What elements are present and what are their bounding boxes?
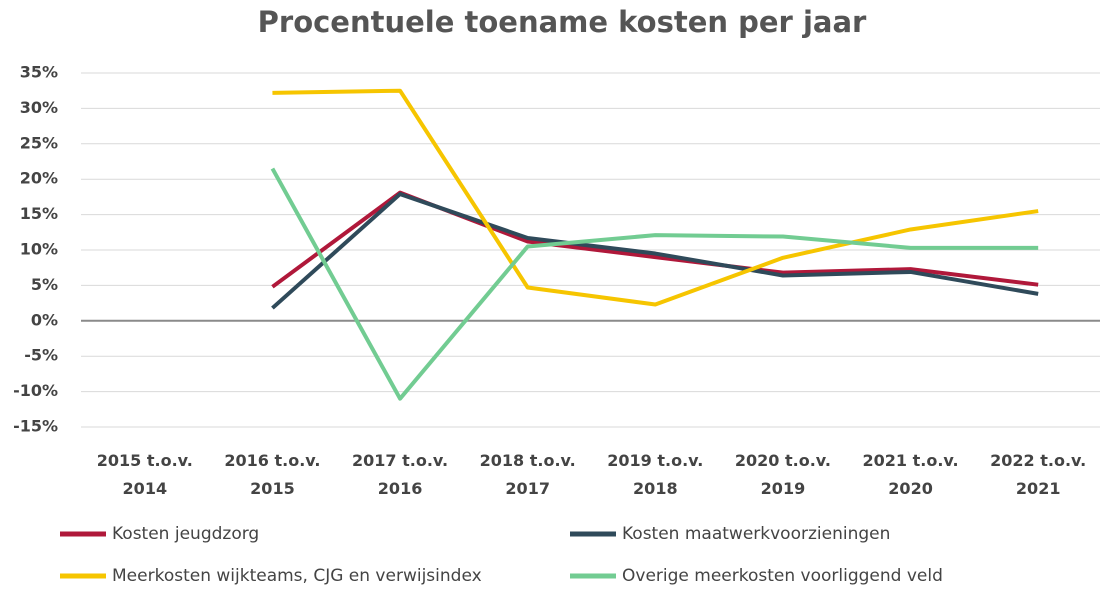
- legend-label: Kosten maatwerkvoorzieningen: [622, 524, 890, 544]
- legend-label: Overige meerkosten voorliggend veld: [622, 566, 943, 586]
- y-tick-label: -5%: [24, 346, 58, 365]
- legend-entry: Overige meerkosten voorliggend veld: [570, 566, 943, 586]
- series-line: [272, 88, 1039, 307]
- legend-entry: Kosten jeugdzorg: [60, 524, 259, 544]
- chart-title: Procentuele toename kosten per jaar: [258, 5, 867, 39]
- y-tick-label: 10%: [20, 240, 58, 259]
- legend-entry: Kosten maatwerkvoorzieningen: [570, 524, 890, 544]
- y-tick-label: -10%: [13, 381, 58, 400]
- x-tick-label: 2021 t.o.v. 2020: [863, 451, 959, 498]
- x-tick-label: 2017 t.o.v. 2016: [352, 451, 448, 498]
- x-tick-label: 2015 t.o.v. 2014: [97, 451, 193, 498]
- y-tick-label: 30%: [20, 98, 58, 117]
- x-tick-label: 2019 t.o.v. 2018: [607, 451, 703, 498]
- y-tick-label: 25%: [20, 133, 58, 152]
- legend-entry: Meerkosten wijkteams, CJG en verwijsinde…: [60, 566, 482, 586]
- y-tick-label: -15%: [13, 417, 58, 436]
- y-tick-label: 35%: [20, 63, 58, 82]
- y-tick-label: 15%: [20, 204, 58, 223]
- x-tick-label: 2020 t.o.v. 2019: [735, 451, 831, 498]
- legend-label: Meerkosten wijkteams, CJG en verwijsinde…: [112, 566, 482, 586]
- series-line: [271, 192, 1039, 310]
- x-tick-label: 2018 t.o.v. 2017: [480, 451, 576, 498]
- y-tick-label: 5%: [31, 275, 58, 294]
- y-tick-label: 0%: [31, 310, 58, 329]
- x-tick-label: 2022 t.o.v. 2021: [990, 451, 1086, 498]
- y-tick-label: 20%: [20, 169, 58, 188]
- series-line: [270, 167, 1039, 401]
- x-tick-label: 2016 t.o.v. 2015: [224, 451, 320, 498]
- legend-label: Kosten jeugdzorg: [112, 524, 259, 544]
